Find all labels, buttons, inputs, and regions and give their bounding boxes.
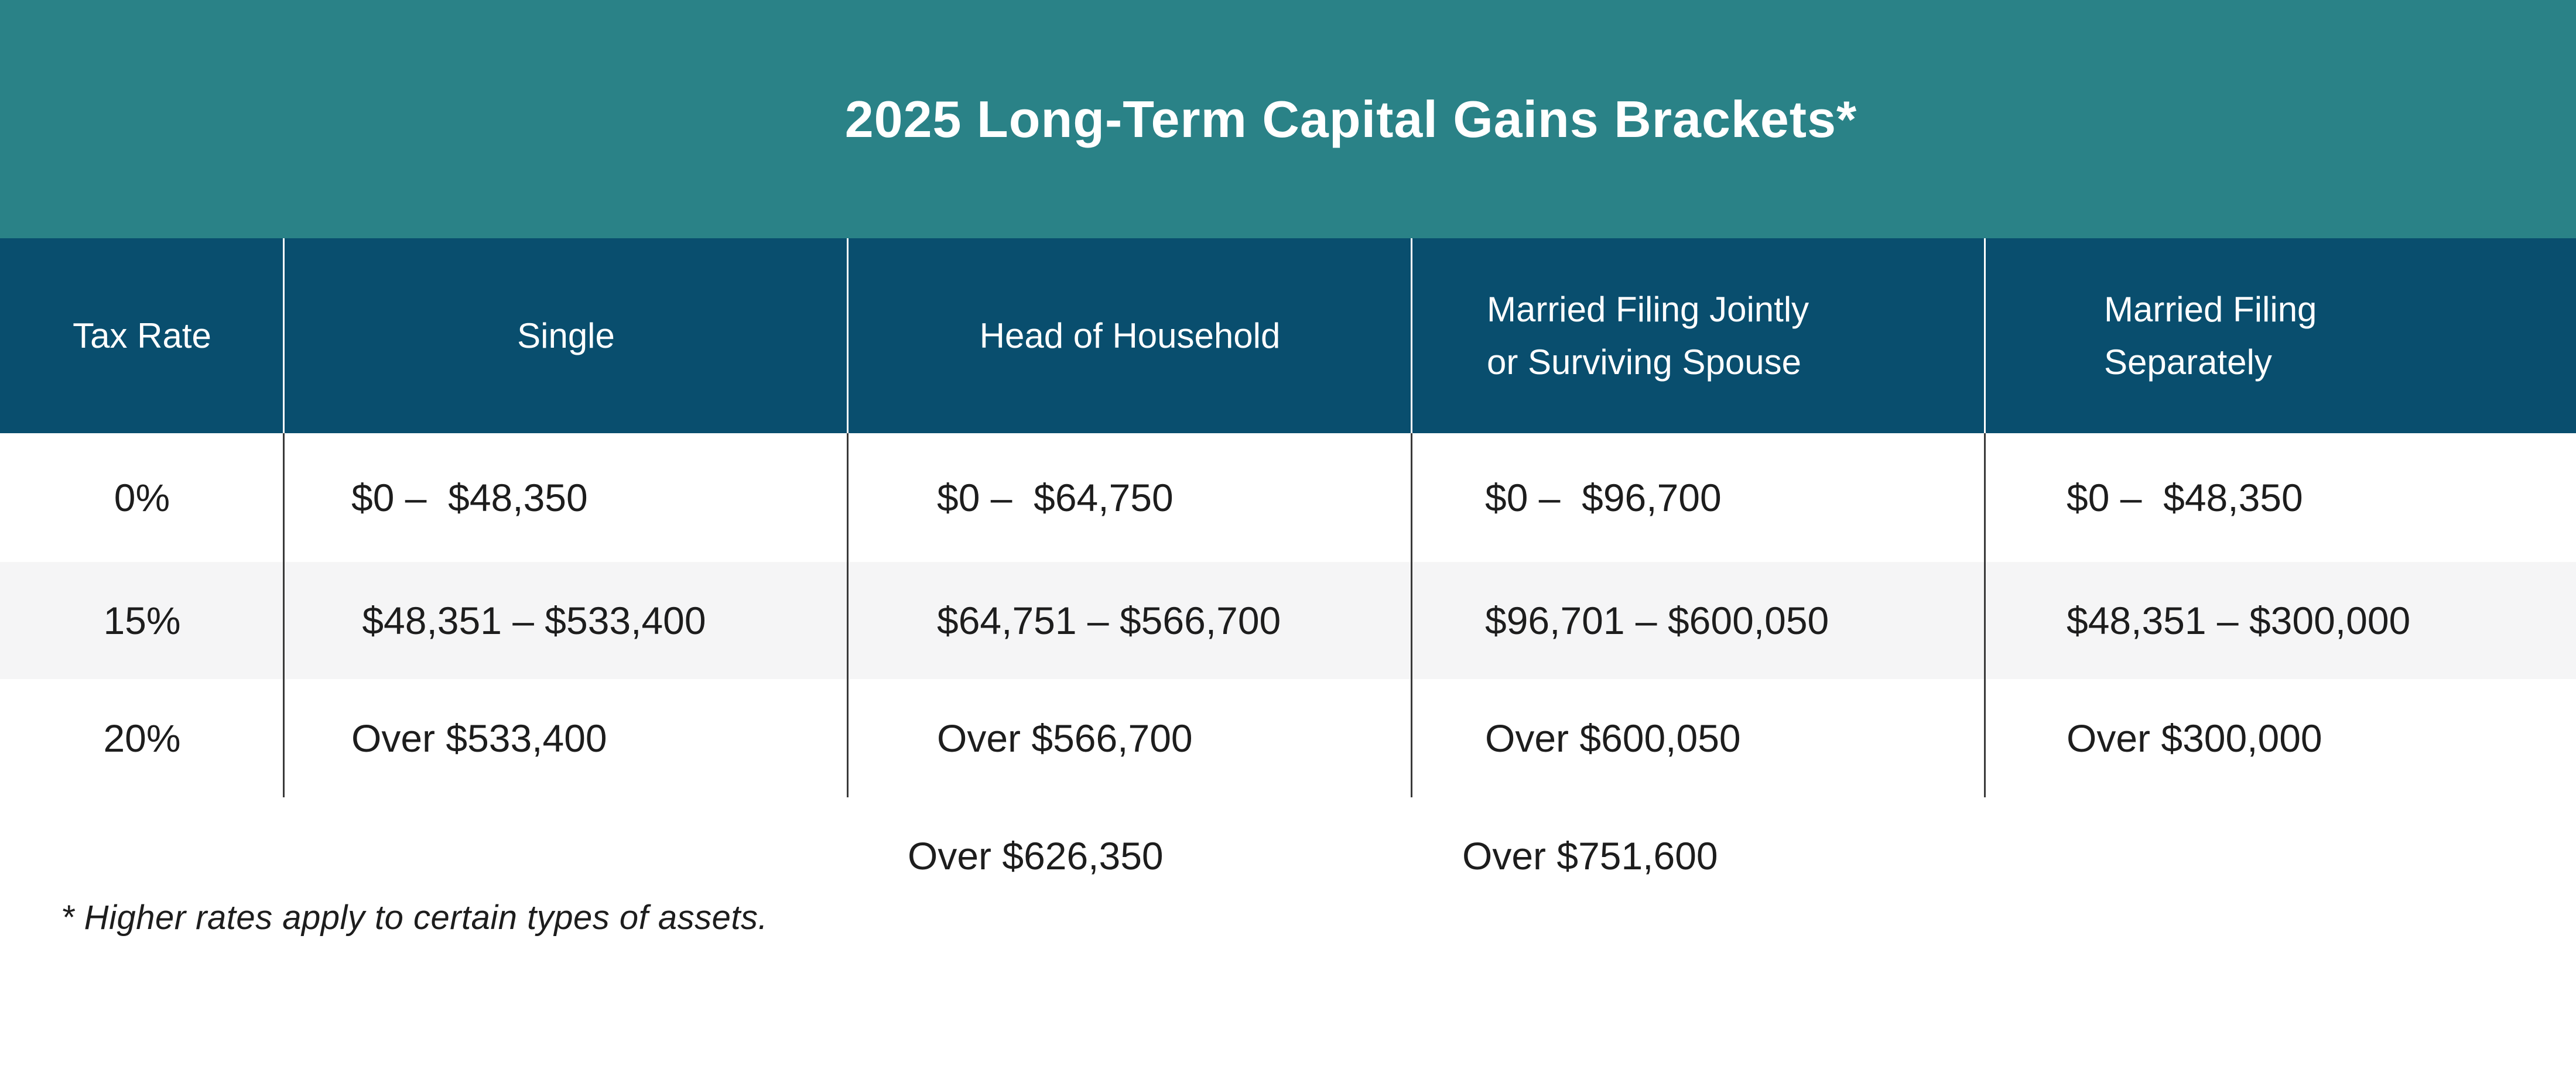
bracket-cell-head-of-household: $0 – $64,750 <box>937 476 1174 519</box>
bracket-cell-head-of-household: Over $566,700 <box>937 717 1193 760</box>
header-label-line: Separately <box>2104 342 2272 382</box>
header-cell-tax-rate: Tax Rate <box>0 238 284 433</box>
rate-cell: 20% <box>103 717 181 760</box>
bracket-cell-single: Over $533,400 <box>351 717 607 760</box>
bracket-cell-single: $0 – $48,350 <box>351 476 588 519</box>
header-cell-married-filing-separately: Married Filing Separately <box>1985 238 2576 433</box>
header-cell-head-of-household: Head of Household <box>848 238 1412 433</box>
column-divider <box>1411 433 1412 797</box>
table-header-row: Tax Rate Single Head of Household Marrie… <box>0 238 2576 433</box>
bracket-cell-married-filing-separately: $0 – $48,350 <box>2067 476 2303 519</box>
column-divider-header <box>1984 238 1986 433</box>
page-title: 2025 Long-Term Capital Gains Brackets* <box>844 90 1857 148</box>
header-label-line: Married Filing <box>2104 289 2317 329</box>
rate-cell: 15% <box>103 599 181 642</box>
header-label: Head of Household <box>979 316 1281 355</box>
bracket-cell-single: $48,351 – $533,400 <box>351 599 706 642</box>
table-row-0-percent: 0% $0 – $48,350 $0 – $64,750 $0 – $96,70… <box>0 433 2576 562</box>
bracket-cell-married-filing-jointly: Over $600,050 <box>1485 717 1741 760</box>
header-label-line: Married Filing Jointly <box>1487 289 1809 329</box>
column-divider-header <box>1411 238 1412 433</box>
column-divider <box>847 433 849 797</box>
overflow-value-head-of-household: Over $626,350 <box>908 834 1164 878</box>
table-row-15-percent: 15% $48,351 – $533,400 $64,751 – $566,70… <box>0 562 2576 679</box>
header-cell-single: Single <box>284 238 848 433</box>
title-band: 2025 Long-Term Capital Gains Brackets* <box>0 0 2576 238</box>
bracket-cell-married-filing-jointly: $96,701 – $600,050 <box>1485 599 1829 642</box>
footnote: * Higher rates apply to certain types of… <box>61 899 768 937</box>
bracket-cell-married-filing-separately: $48,351 – $300,000 <box>2067 599 2411 642</box>
rate-cell: 0% <box>114 476 170 519</box>
overflow-value-married-filing-jointly: Over $751,600 <box>1462 834 1718 878</box>
bracket-cell-head-of-household: $64,751 – $566,700 <box>937 599 1281 642</box>
table-row-20-percent: 20% Over $533,400 Over $566,700 Over $60… <box>0 679 2576 797</box>
column-divider-header <box>847 238 849 433</box>
header-label: Single <box>517 316 615 355</box>
bracket-cell-married-filing-separately: Over $300,000 <box>2067 717 2322 760</box>
header-label: Tax Rate <box>73 316 211 355</box>
column-divider-header <box>283 238 285 433</box>
column-divider <box>1984 433 1986 797</box>
column-divider <box>283 433 285 797</box>
header-cell-married-filing-jointly: Married Filing Jointly or Surviving Spou… <box>1412 238 1985 433</box>
bracket-cell-married-filing-jointly: $0 – $96,700 <box>1485 476 1722 519</box>
header-label-line: or Surviving Spouse <box>1487 342 1801 382</box>
